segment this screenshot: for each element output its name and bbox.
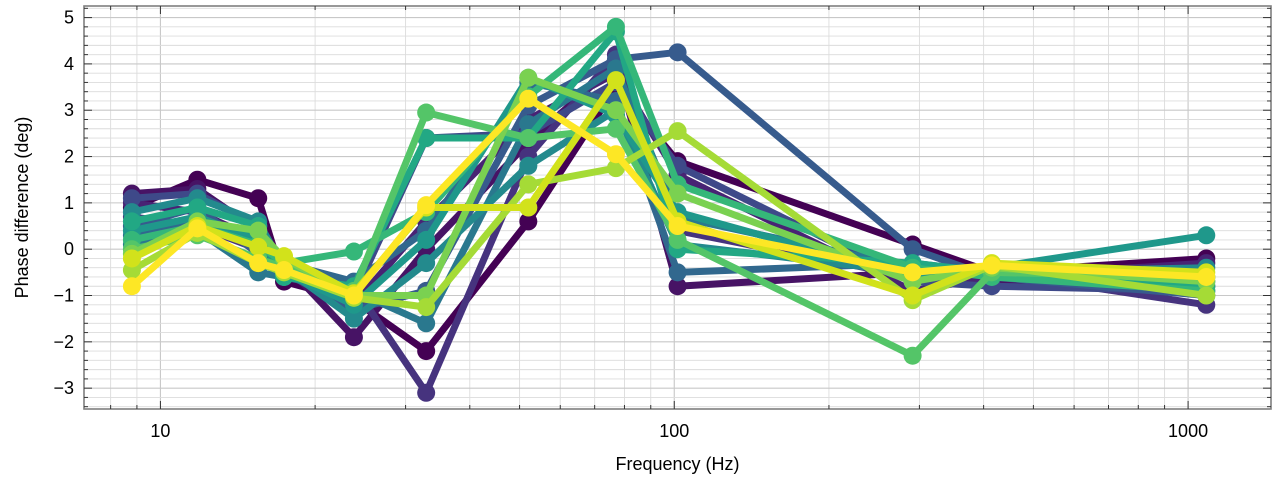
axis-ticks	[84, 6, 1271, 409]
data-point	[903, 240, 922, 259]
y-tick-label: −2	[53, 332, 74, 352]
data-point	[122, 277, 141, 296]
y-tick-label: −1	[53, 286, 74, 306]
data-point	[249, 254, 268, 273]
y-tick-label: 1	[64, 193, 74, 213]
data-point	[668, 277, 687, 296]
data-point	[417, 230, 436, 249]
data-point	[903, 286, 922, 305]
data-point	[275, 261, 294, 280]
x-tick-label: 10	[150, 421, 170, 441]
data-point	[519, 129, 538, 148]
data-point	[606, 17, 625, 36]
data-point	[903, 346, 922, 365]
x-tick-label: 1000	[1168, 421, 1208, 441]
data-point	[519, 198, 538, 217]
y-tick-label: 4	[64, 54, 74, 74]
data-point	[668, 217, 687, 236]
data-point	[668, 122, 687, 141]
y-tick-label: 2	[64, 147, 74, 167]
data-point	[417, 383, 436, 402]
tick-labels: 10 100 1000 −3 −2 −1 0 1 2 3 4 5	[53, 8, 1208, 441]
data-point	[1197, 286, 1216, 305]
data-point	[417, 254, 436, 273]
series-line	[128, 74, 1210, 299]
series-lines	[122, 17, 1216, 402]
series-line	[128, 28, 1210, 290]
data-point	[982, 256, 1001, 275]
data-point	[519, 68, 538, 87]
data-point	[668, 43, 687, 62]
data-point	[417, 129, 436, 148]
series-17	[122, 89, 1216, 305]
data-point	[188, 219, 207, 238]
data-point	[519, 212, 538, 231]
data-point	[1197, 267, 1216, 286]
y-tick-label: −3	[53, 378, 74, 398]
data-point	[606, 119, 625, 138]
data-point	[668, 184, 687, 203]
data-point	[249, 237, 268, 256]
data-point	[344, 309, 363, 328]
y-tick-label: 3	[64, 100, 74, 120]
data-point	[519, 89, 538, 108]
data-point	[668, 263, 687, 282]
data-point	[606, 71, 625, 90]
data-point	[417, 196, 436, 215]
y-tick-label: 0	[64, 239, 74, 259]
data-point	[122, 212, 141, 231]
data-point	[417, 314, 436, 333]
data-point	[344, 328, 363, 347]
data-point	[519, 156, 538, 175]
data-point	[606, 101, 625, 120]
data-point	[122, 249, 141, 268]
series-line	[128, 95, 1210, 299]
data-point	[344, 286, 363, 305]
data-point	[188, 198, 207, 217]
data-point	[122, 189, 141, 208]
x-axis-label: Frequency (Hz)	[615, 454, 739, 474]
y-tick-label: 5	[64, 8, 74, 28]
data-point	[519, 175, 538, 194]
data-point	[903, 263, 922, 282]
series-line	[128, 76, 1210, 299]
data-point	[249, 189, 268, 208]
data-point	[668, 230, 687, 249]
data-point	[417, 342, 436, 361]
data-point	[275, 247, 294, 266]
data-point	[417, 298, 436, 317]
data-point	[1197, 226, 1216, 245]
data-point	[606, 145, 625, 164]
y-axis-label: Phase difference (deg)	[12, 117, 32, 299]
x-tick-label: 100	[659, 421, 689, 441]
data-point	[417, 103, 436, 122]
data-point	[249, 221, 268, 240]
plot-frame	[83, 5, 1272, 410]
data-point	[344, 242, 363, 261]
series-line	[128, 83, 1210, 355]
